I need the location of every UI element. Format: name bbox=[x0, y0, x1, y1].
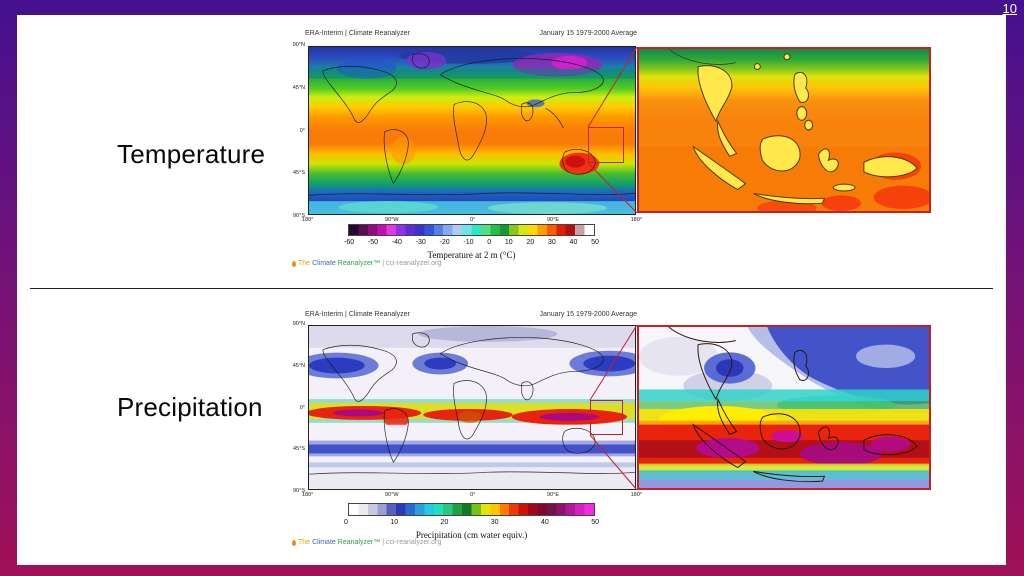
longitude-tick-label: 90°W bbox=[385, 492, 399, 498]
latitude-tick-label: 0° bbox=[299, 404, 305, 411]
flame-icon bbox=[292, 539, 296, 546]
colorbar-tick-label: -30 bbox=[415, 239, 426, 246]
temperature-inset-image bbox=[639, 49, 929, 211]
colorbar-tick-label: -40 bbox=[391, 239, 402, 246]
precipitation-longitude-axis: 180° 90°W 0° 90°E 180° bbox=[302, 492, 642, 498]
temperature-source-text: ERA-Interim | Climate Reanalyzer bbox=[305, 30, 410, 37]
latitude-tick-label: 90°S bbox=[293, 488, 305, 494]
climate-reanalyzer-credit: The Climate Reanalyzer™ | cci-reanalyzer… bbox=[292, 260, 441, 267]
credit-word: The bbox=[298, 260, 311, 267]
colorbar-tick-label: -50 bbox=[367, 239, 378, 246]
precipitation-source-text: ERA-Interim | Climate Reanalyzer bbox=[305, 311, 410, 318]
colorbar-tick-label: 30 bbox=[490, 519, 499, 526]
climate-reanalyzer-credit: The Climate Reanalyzer™ | cci-reanalyzer… bbox=[292, 539, 441, 546]
longitude-tick-label: 90°E bbox=[547, 217, 559, 223]
longitude-tick-label: 180° bbox=[302, 217, 314, 223]
longitude-tick-label: 180° bbox=[302, 492, 314, 498]
latitude-tick-label: 45°S bbox=[293, 170, 305, 177]
credit-url: | cci-reanalyzer.org bbox=[382, 260, 442, 267]
temperature-colorbar-ticks: -60 -50 -40 -30 -20 -10 0 10 20 30 40 50 bbox=[344, 239, 599, 246]
precipitation-world-map bbox=[308, 325, 636, 490]
colorbar-tick-label: 10 bbox=[504, 239, 513, 246]
latitude-tick-label: 45°N bbox=[292, 84, 305, 91]
temperature-figure-header: ERA-Interim | Climate Reanalyzer January… bbox=[305, 30, 637, 37]
colorbar-tick-label: 20 bbox=[526, 239, 535, 246]
longitude-tick-label: 0° bbox=[470, 217, 476, 223]
colorbar-tick-label: 40 bbox=[569, 239, 578, 246]
precipitation-colorbar-title: Precipitation (cm water equiv.) bbox=[415, 530, 528, 540]
precipitation-inset-map bbox=[637, 325, 931, 490]
precipitation-colorbar bbox=[348, 503, 595, 516]
temperature-map-image bbox=[309, 47, 635, 214]
credit-word: Climate bbox=[312, 539, 336, 546]
temperature-world-map bbox=[308, 46, 636, 215]
colorbar-tick-label: 40 bbox=[540, 519, 549, 526]
credit-word: Reanalyzer™ bbox=[337, 260, 381, 267]
colorbar-tick-label: -20 bbox=[439, 239, 450, 246]
latitude-tick-label: 45°N bbox=[292, 362, 305, 369]
temperature-colorbar bbox=[348, 224, 595, 236]
temperature-zoom-region-box bbox=[588, 127, 624, 163]
page-number: 10 bbox=[1002, 1, 1017, 16]
longitude-tick-label: 180° bbox=[630, 217, 642, 223]
latitude-tick-label: 45°S bbox=[293, 446, 305, 453]
latitude-tick-label: 90°S bbox=[293, 213, 305, 219]
precipitation-date-text: January 15 1979-2000 Average bbox=[539, 311, 637, 318]
credit-word: The bbox=[298, 539, 311, 546]
section-divider bbox=[30, 288, 993, 289]
precipitation-zoom-region-box bbox=[590, 400, 623, 435]
colorbar-tick-label: 50 bbox=[591, 519, 599, 526]
precipitation-colorbar-ticks: 0 10 20 30 40 50 bbox=[344, 519, 599, 526]
credit-word: Climate bbox=[312, 260, 336, 267]
colorbar-tick-label: 50 bbox=[591, 239, 599, 246]
precipitation-map-image bbox=[309, 326, 635, 489]
longitude-tick-label: 0° bbox=[470, 492, 476, 498]
colorbar-tick-label: 30 bbox=[548, 239, 556, 246]
precipitation-latitude-axis: 90°N 45°N 0° 45°S 90°S bbox=[279, 321, 305, 494]
flame-icon bbox=[292, 260, 296, 267]
temperature-colorbar-title: Temperature at 2 m (°C) bbox=[427, 250, 516, 260]
precipitation-figure-header: ERA-Interim | Climate Reanalyzer January… bbox=[305, 311, 637, 318]
latitude-tick-label: 90°N bbox=[292, 42, 305, 48]
temperature-longitude-axis: 180° 90°W 0° 90°E 180° bbox=[302, 217, 642, 223]
credit-word: Reanalyzer™ bbox=[337, 539, 381, 546]
longitude-tick-label: 180° bbox=[630, 492, 642, 498]
longitude-tick-label: 90°W bbox=[385, 217, 399, 223]
latitude-tick-label: 90°N bbox=[292, 321, 305, 327]
colorbar-tick-label: 20 bbox=[440, 519, 449, 526]
precipitation-inset-image bbox=[639, 327, 929, 488]
slide-canvas: Temperature ERA-Interim | Climate Reanal… bbox=[17, 15, 1006, 565]
colorbar-tick-label: -10 bbox=[463, 239, 474, 246]
temperature-latitude-axis: 90°N 45°N 0° 45°S 90°S bbox=[279, 42, 305, 219]
colorbar-tick-label: 10 bbox=[390, 519, 399, 526]
colorbar-tick-label: 0 bbox=[344, 519, 348, 526]
credit-url: | cci-reanalyzer.org bbox=[382, 539, 442, 546]
precipitation-section-label: Precipitation bbox=[117, 392, 263, 422]
latitude-tick-label: 0° bbox=[299, 127, 305, 134]
colorbar-tick-label: -60 bbox=[344, 239, 355, 246]
longitude-tick-label: 90°E bbox=[547, 492, 559, 498]
temperature-date-text: January 15 1979-2000 Average bbox=[539, 30, 637, 37]
colorbar-tick-label: 0 bbox=[487, 239, 492, 246]
temperature-section-label: Temperature bbox=[117, 139, 266, 169]
temperature-inset-map bbox=[637, 47, 931, 213]
